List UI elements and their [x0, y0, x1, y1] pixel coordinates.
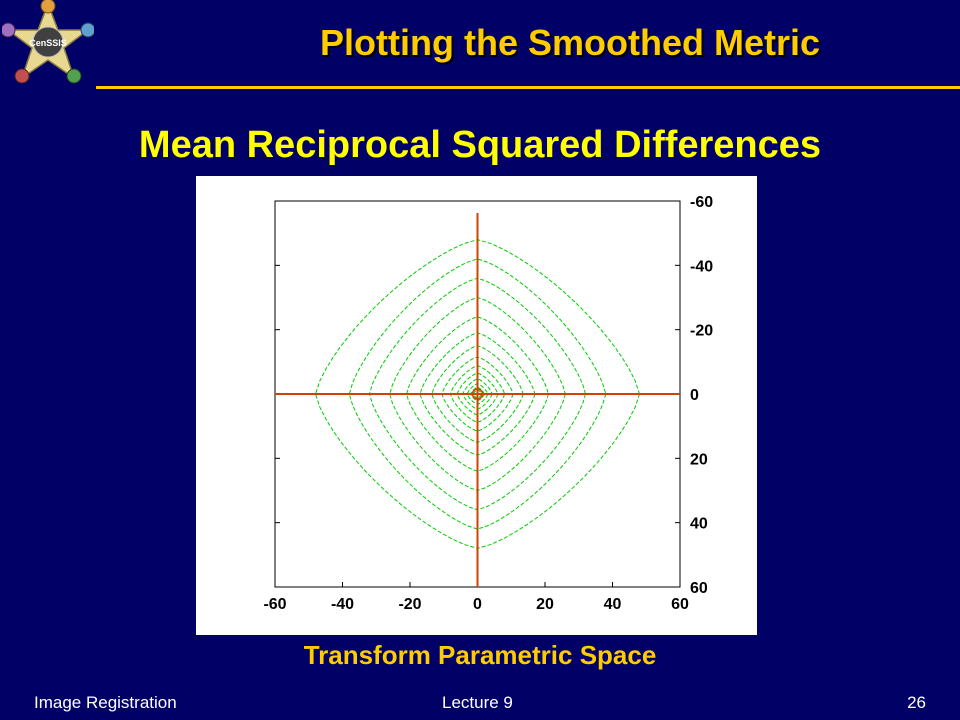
plot-caption: Transform Parametric Space	[303, 640, 657, 670]
slide-subtitle: Mean Reciprocal Squared Differences	[138, 124, 822, 166]
contour-line	[314, 239, 640, 549]
y-tick-label: -20	[690, 323, 713, 340]
footer-course: Image Registration	[34, 693, 177, 712]
x-tick-label: 60	[671, 596, 689, 613]
contour-line	[406, 316, 549, 472]
y-tick-label: 40	[690, 516, 708, 533]
contour-line	[419, 332, 536, 456]
contour-plot: -60 -40 -20 0 20 40 60 -60 -40 -20 0 20 40 60	[263, 194, 713, 613]
contour-plot-panel: -60 -40 -20 0 20 40 60 -60 -40 -20 0 20 40 60	[196, 176, 757, 635]
title-divider	[96, 86, 960, 89]
x-tick-label: 40	[604, 596, 622, 613]
y-tick-label: -60	[690, 194, 713, 211]
x-tick-label: -40	[331, 596, 354, 613]
y-tick-label: 0	[690, 387, 699, 404]
contour-line	[456, 372, 499, 416]
y-tick-label: 20	[690, 451, 708, 468]
censsis-logo: CenSSIS	[2, 0, 94, 84]
page-number: 26	[907, 693, 926, 712]
x-tick-label: -60	[263, 596, 286, 613]
x-tick-label: 0	[473, 596, 482, 613]
x-tick-label: -20	[398, 596, 421, 613]
slide-title: Plotting the Smoothed Metric	[320, 22, 820, 63]
optimum-marker	[471, 388, 484, 400]
contour-line	[431, 345, 524, 443]
contour-line	[348, 258, 607, 530]
logo-text: CenSSIS	[29, 38, 67, 48]
contour-line	[466, 383, 489, 405]
x-tick-label: 20	[536, 596, 554, 613]
y-tick-label: -40	[690, 258, 713, 275]
y-tick-label: 60	[690, 580, 708, 597]
footer-lecture: Lecture 9	[442, 693, 513, 712]
